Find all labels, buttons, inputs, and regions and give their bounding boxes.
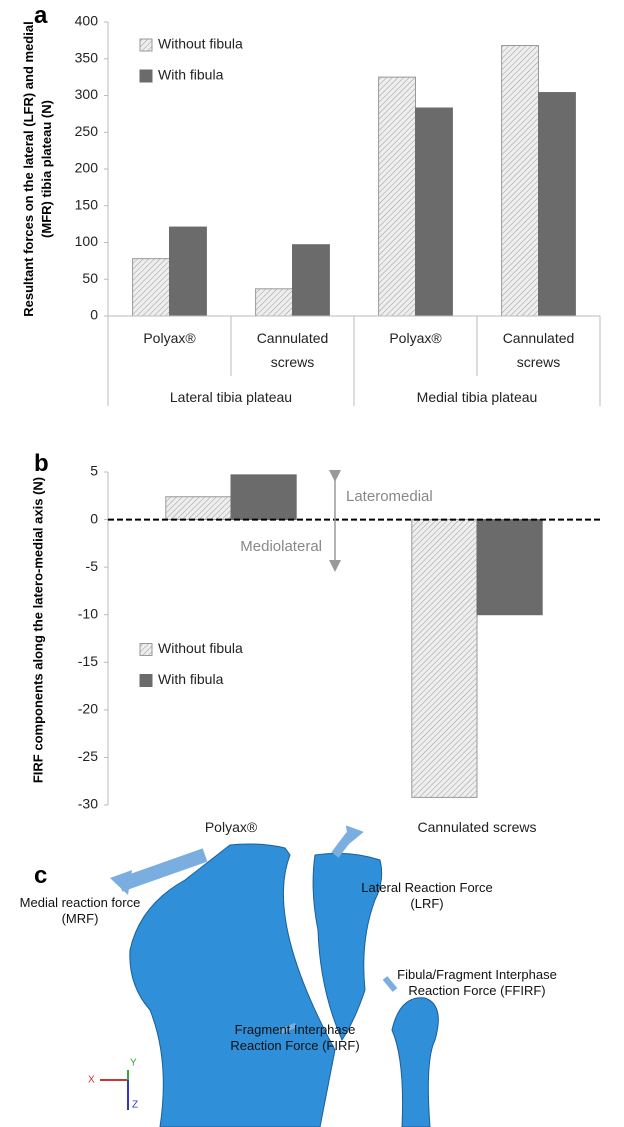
y-tick-label: 100: [75, 233, 99, 249]
y-tick-label: 350: [75, 49, 99, 65]
x-tick-label: Cannulated screws: [487, 326, 590, 374]
legend-label: With fibula: [158, 67, 224, 83]
bar: [477, 520, 542, 615]
force-label: Medial reaction force (MRF): [10, 895, 150, 927]
y-tick-label: 250: [75, 123, 99, 139]
y-tick-label: -15: [78, 653, 98, 669]
axis-letter: Z: [132, 1100, 138, 1111]
bar: [293, 245, 330, 316]
bar: [231, 475, 296, 520]
axis-letter: Y: [130, 1058, 137, 1069]
force-label: Fibula/Fragment Interphase Reaction Forc…: [392, 967, 562, 999]
y-tick-label: -25: [78, 748, 98, 764]
legend-label: Without fibula: [158, 640, 243, 656]
y-tick-label: 5: [90, 463, 98, 479]
bar: [539, 93, 576, 316]
legend-label: Without fibula: [158, 36, 243, 52]
y-tick-label: -5: [86, 558, 99, 574]
annotation: Lateromedial: [346, 488, 433, 505]
bar: [170, 227, 207, 316]
axis-letter: X: [88, 1075, 95, 1086]
y-tick-label: 200: [75, 160, 99, 176]
y-tick-label: 150: [75, 196, 99, 212]
y-tick-label: -30: [78, 796, 98, 812]
force-label: Fragment Interphase Reaction Force (FIRF…: [210, 1022, 380, 1054]
y-tick-label: -10: [78, 605, 98, 621]
group-label: Medial tibia plateau: [354, 385, 600, 409]
group-label: Lateral tibia plateau: [108, 385, 354, 409]
legend-swatch: [140, 675, 152, 687]
panel-label: c: [34, 862, 47, 890]
y-tick-label: 300: [75, 86, 99, 102]
bar: [412, 520, 477, 798]
legend-label: With fibula: [158, 671, 224, 687]
y-axis-label: Resultant forces on the lateral (LFR) an…: [20, 12, 56, 326]
bone-model: [100, 825, 438, 1127]
x-tick-label: Polyax®: [118, 326, 221, 350]
y-tick-label: 50: [82, 270, 98, 286]
x-tick-label: Polyax®: [364, 326, 467, 350]
figure: 050100150200250300350400Without fibulaWi…: [0, 0, 624, 1127]
annotation: Mediolateral: [240, 538, 322, 555]
legend-swatch: [140, 70, 152, 82]
bar: [166, 497, 231, 520]
bar: [502, 46, 539, 316]
x-tick-label: Cannulated screws: [364, 815, 590, 839]
y-axis-label: FIRF components along the latero-medial …: [29, 453, 47, 806]
x-tick-label: Polyax®: [118, 815, 344, 839]
y-tick-label: 400: [75, 13, 99, 29]
bar: [256, 289, 293, 316]
force-label: Lateral Reaction Force (LRF): [352, 880, 502, 912]
bar: [133, 259, 170, 316]
bar: [379, 77, 416, 316]
y-tick-label: 0: [90, 307, 98, 323]
legend-swatch: [140, 644, 152, 656]
legend-swatch: [140, 39, 152, 51]
y-tick-label: -20: [78, 701, 98, 717]
figure-svg: 050100150200250300350400Without fibulaWi…: [0, 0, 624, 1127]
bar: [416, 108, 453, 316]
y-tick-label: 0: [90, 510, 98, 526]
x-tick-label: Cannulated screws: [241, 326, 344, 374]
